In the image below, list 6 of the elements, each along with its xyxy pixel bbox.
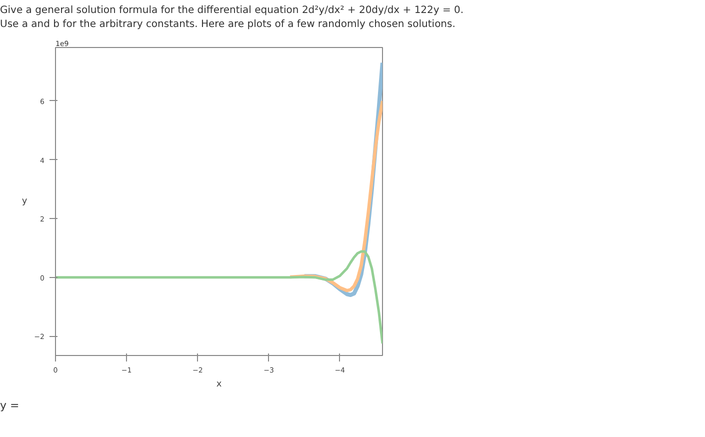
x-axis-title: x [216, 380, 222, 390]
y-axis-title: y [22, 196, 28, 206]
chart-subtitle: Use a and b for the arbitrary constants. Here are plots of a few randomly chosen solutions. [0, 18, 456, 32]
chart-title: Give a general solution formula for the differential equation 2d²y/dx² + 20dy/dx + 122y = 0. [0, 4, 464, 18]
text: y = [0, 398, 20, 414]
line-series [56, 250, 382, 345]
